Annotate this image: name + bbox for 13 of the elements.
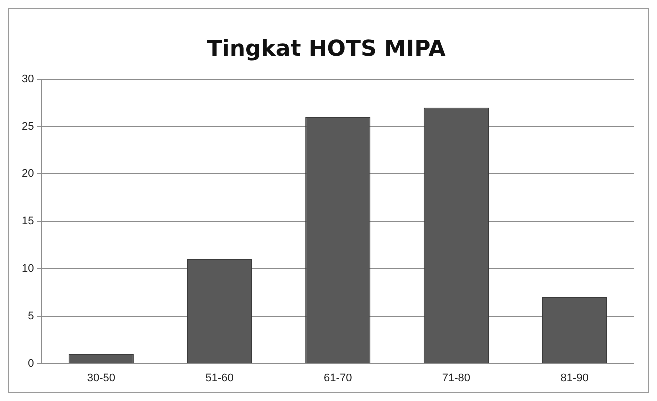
x-tick-label: 51-60 — [206, 372, 234, 384]
y-tick-label: 20 — [22, 168, 34, 180]
x-tick-label: 61-70 — [324, 372, 352, 384]
y-tick-label: 15 — [22, 216, 34, 228]
y-tick-label: 5 — [28, 310, 34, 322]
x-tick-label: 81-90 — [560, 372, 589, 384]
chart-title: Tingkat HOTS MIPA — [207, 36, 446, 62]
y-tick-label: 0 — [28, 358, 34, 370]
y-tick-label: 30 — [22, 73, 34, 86]
y-tick-label: 25 — [22, 120, 34, 133]
x-tick-label: 30-50 — [87, 372, 116, 384]
y-tick-label: 10 — [22, 263, 34, 276]
x-tick-label: 71-80 — [442, 372, 471, 384]
